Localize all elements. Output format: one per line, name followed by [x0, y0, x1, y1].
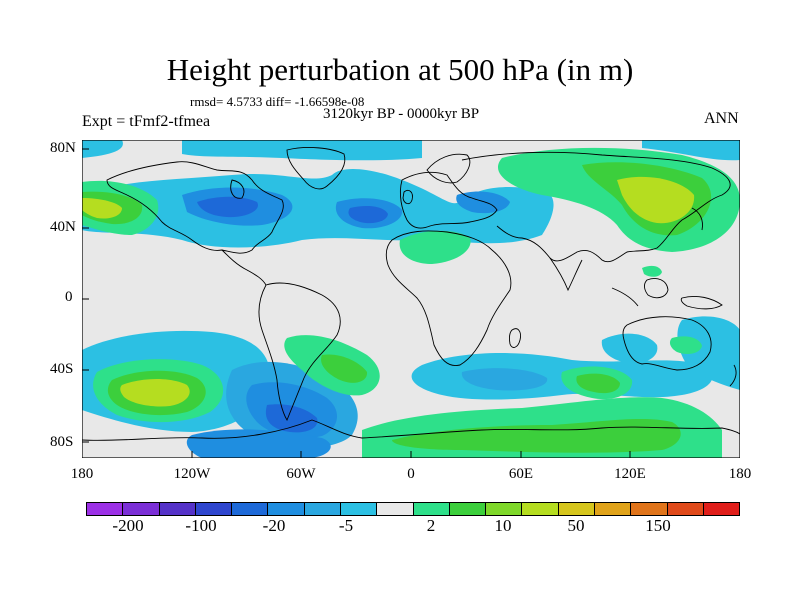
lon-tick-label: 180	[70, 466, 94, 482]
coastline-british-isles	[402, 189, 413, 205]
lat-tick-label: 40S	[50, 361, 74, 377]
contour-pos-nepac-3	[82, 198, 122, 219]
coastline-antarctica	[81, 419, 741, 441]
lat-tick-label: 0	[65, 289, 73, 305]
colorbar-swatch	[413, 503, 450, 515]
lon-tick-label: 0	[407, 466, 415, 482]
colorbar-swatch	[486, 503, 523, 515]
coastline-india	[549, 257, 583, 292]
colorbar-label: 10	[494, 516, 512, 535]
contour-neg-east-top	[642, 140, 740, 161]
lon-tick-label: 60W	[286, 466, 316, 482]
lon-tick-label: 120W	[173, 466, 211, 482]
coastline-madagascar	[508, 328, 521, 348]
lon-tick-label: 120E	[614, 466, 646, 482]
colorbar-swatch	[87, 503, 124, 515]
colorbar-swatch	[631, 503, 668, 515]
contour-pos-asia-3	[617, 176, 695, 224]
experiment-label: Expt = tFmf2-tfmea	[82, 113, 211, 130]
coastline-central-america	[221, 249, 267, 286]
colorbar-swatch	[304, 503, 341, 515]
period-label: 3120kyr BP - 0000kyr BP	[323, 106, 480, 122]
colorbar	[86, 502, 740, 516]
contour-pos-satl-2	[321, 354, 368, 383]
colorbar-swatch	[268, 503, 305, 515]
contour-neg-atl-core	[348, 206, 388, 224]
colorbar-label: -20	[262, 516, 286, 535]
lon-tick-label: 60E	[508, 466, 534, 482]
colorbar-swatch	[594, 503, 632, 515]
lat-tick-label: 80N	[50, 140, 76, 156]
colorbar-label: 2	[426, 516, 436, 535]
coastline-greenland	[286, 147, 346, 190]
coastline-africa	[385, 230, 512, 366]
season-label: ANN	[704, 110, 739, 127]
colorbar-label: -100	[185, 516, 217, 535]
map-title: Height perturbation at 500 hPa (in m)	[166, 52, 634, 87]
coastline-asia	[461, 151, 731, 263]
contour-neg-arctic	[182, 140, 422, 161]
map-panel	[81, 139, 741, 459]
colorbar-swatch	[195, 503, 233, 515]
lat-tick-label: 80S	[50, 434, 74, 450]
coastline-australia	[622, 316, 712, 371]
coastline-sumatra	[611, 287, 639, 307]
contour-neg-pac-east	[677, 316, 740, 390]
contour-pos-sw	[669, 336, 702, 354]
coastline-europe	[399, 171, 498, 229]
contour-neg-ant-west	[186, 429, 331, 458]
colorbar-swatch	[340, 503, 378, 515]
coastline-south-america	[258, 282, 341, 421]
colorbar-swatch	[558, 503, 595, 515]
coastline-new-zealand	[729, 364, 737, 387]
coastline-new-guinea	[680, 295, 723, 310]
contour-neg-ind-2	[461, 368, 548, 391]
colorbar-label: 50	[567, 516, 585, 535]
contour-pos-spac-3	[120, 379, 190, 407]
colorbar-swatch	[159, 503, 196, 515]
colorbar-swatch	[703, 503, 740, 515]
contour-fields	[82, 140, 740, 458]
contour-neg-aus	[601, 333, 658, 364]
contour-pos-aus-s-2	[576, 373, 620, 394]
contour-pos-africa	[399, 230, 471, 264]
contour-neg-north-3	[197, 196, 258, 218]
map-svg	[81, 139, 741, 459]
coastline-scandinavia	[426, 153, 471, 184]
colorbar-swatch	[232, 503, 269, 515]
lat-tick-label: 40N	[50, 219, 76, 235]
map-ticks	[82, 148, 631, 458]
colorbar-swatch	[522, 503, 559, 515]
coastlines	[81, 147, 741, 441]
contour-neg-north	[82, 168, 554, 248]
colorbar-label: -5	[338, 516, 354, 535]
coastline-japan	[691, 207, 703, 231]
lon-tick-label: 180	[728, 466, 752, 482]
coastline-borneo	[644, 278, 669, 299]
contour-neg-arctic-2	[82, 140, 123, 158]
coastline-hudson-bay	[230, 179, 245, 199]
colorbar-swatch	[449, 503, 487, 515]
colorbar-label: -200	[112, 516, 144, 535]
contour-pos-eq-ind	[642, 265, 662, 277]
colorbar-label: 150	[645, 516, 671, 535]
colorbar-swatch	[123, 503, 160, 515]
coastline-north-america	[106, 161, 284, 254]
contour-neg-sam-3	[265, 404, 318, 433]
colorbar-swatch	[667, 503, 704, 515]
colorbar-swatch	[377, 503, 414, 515]
stats-line: rmsd= 4.5733 diff= -1.66598e-08	[190, 94, 365, 109]
